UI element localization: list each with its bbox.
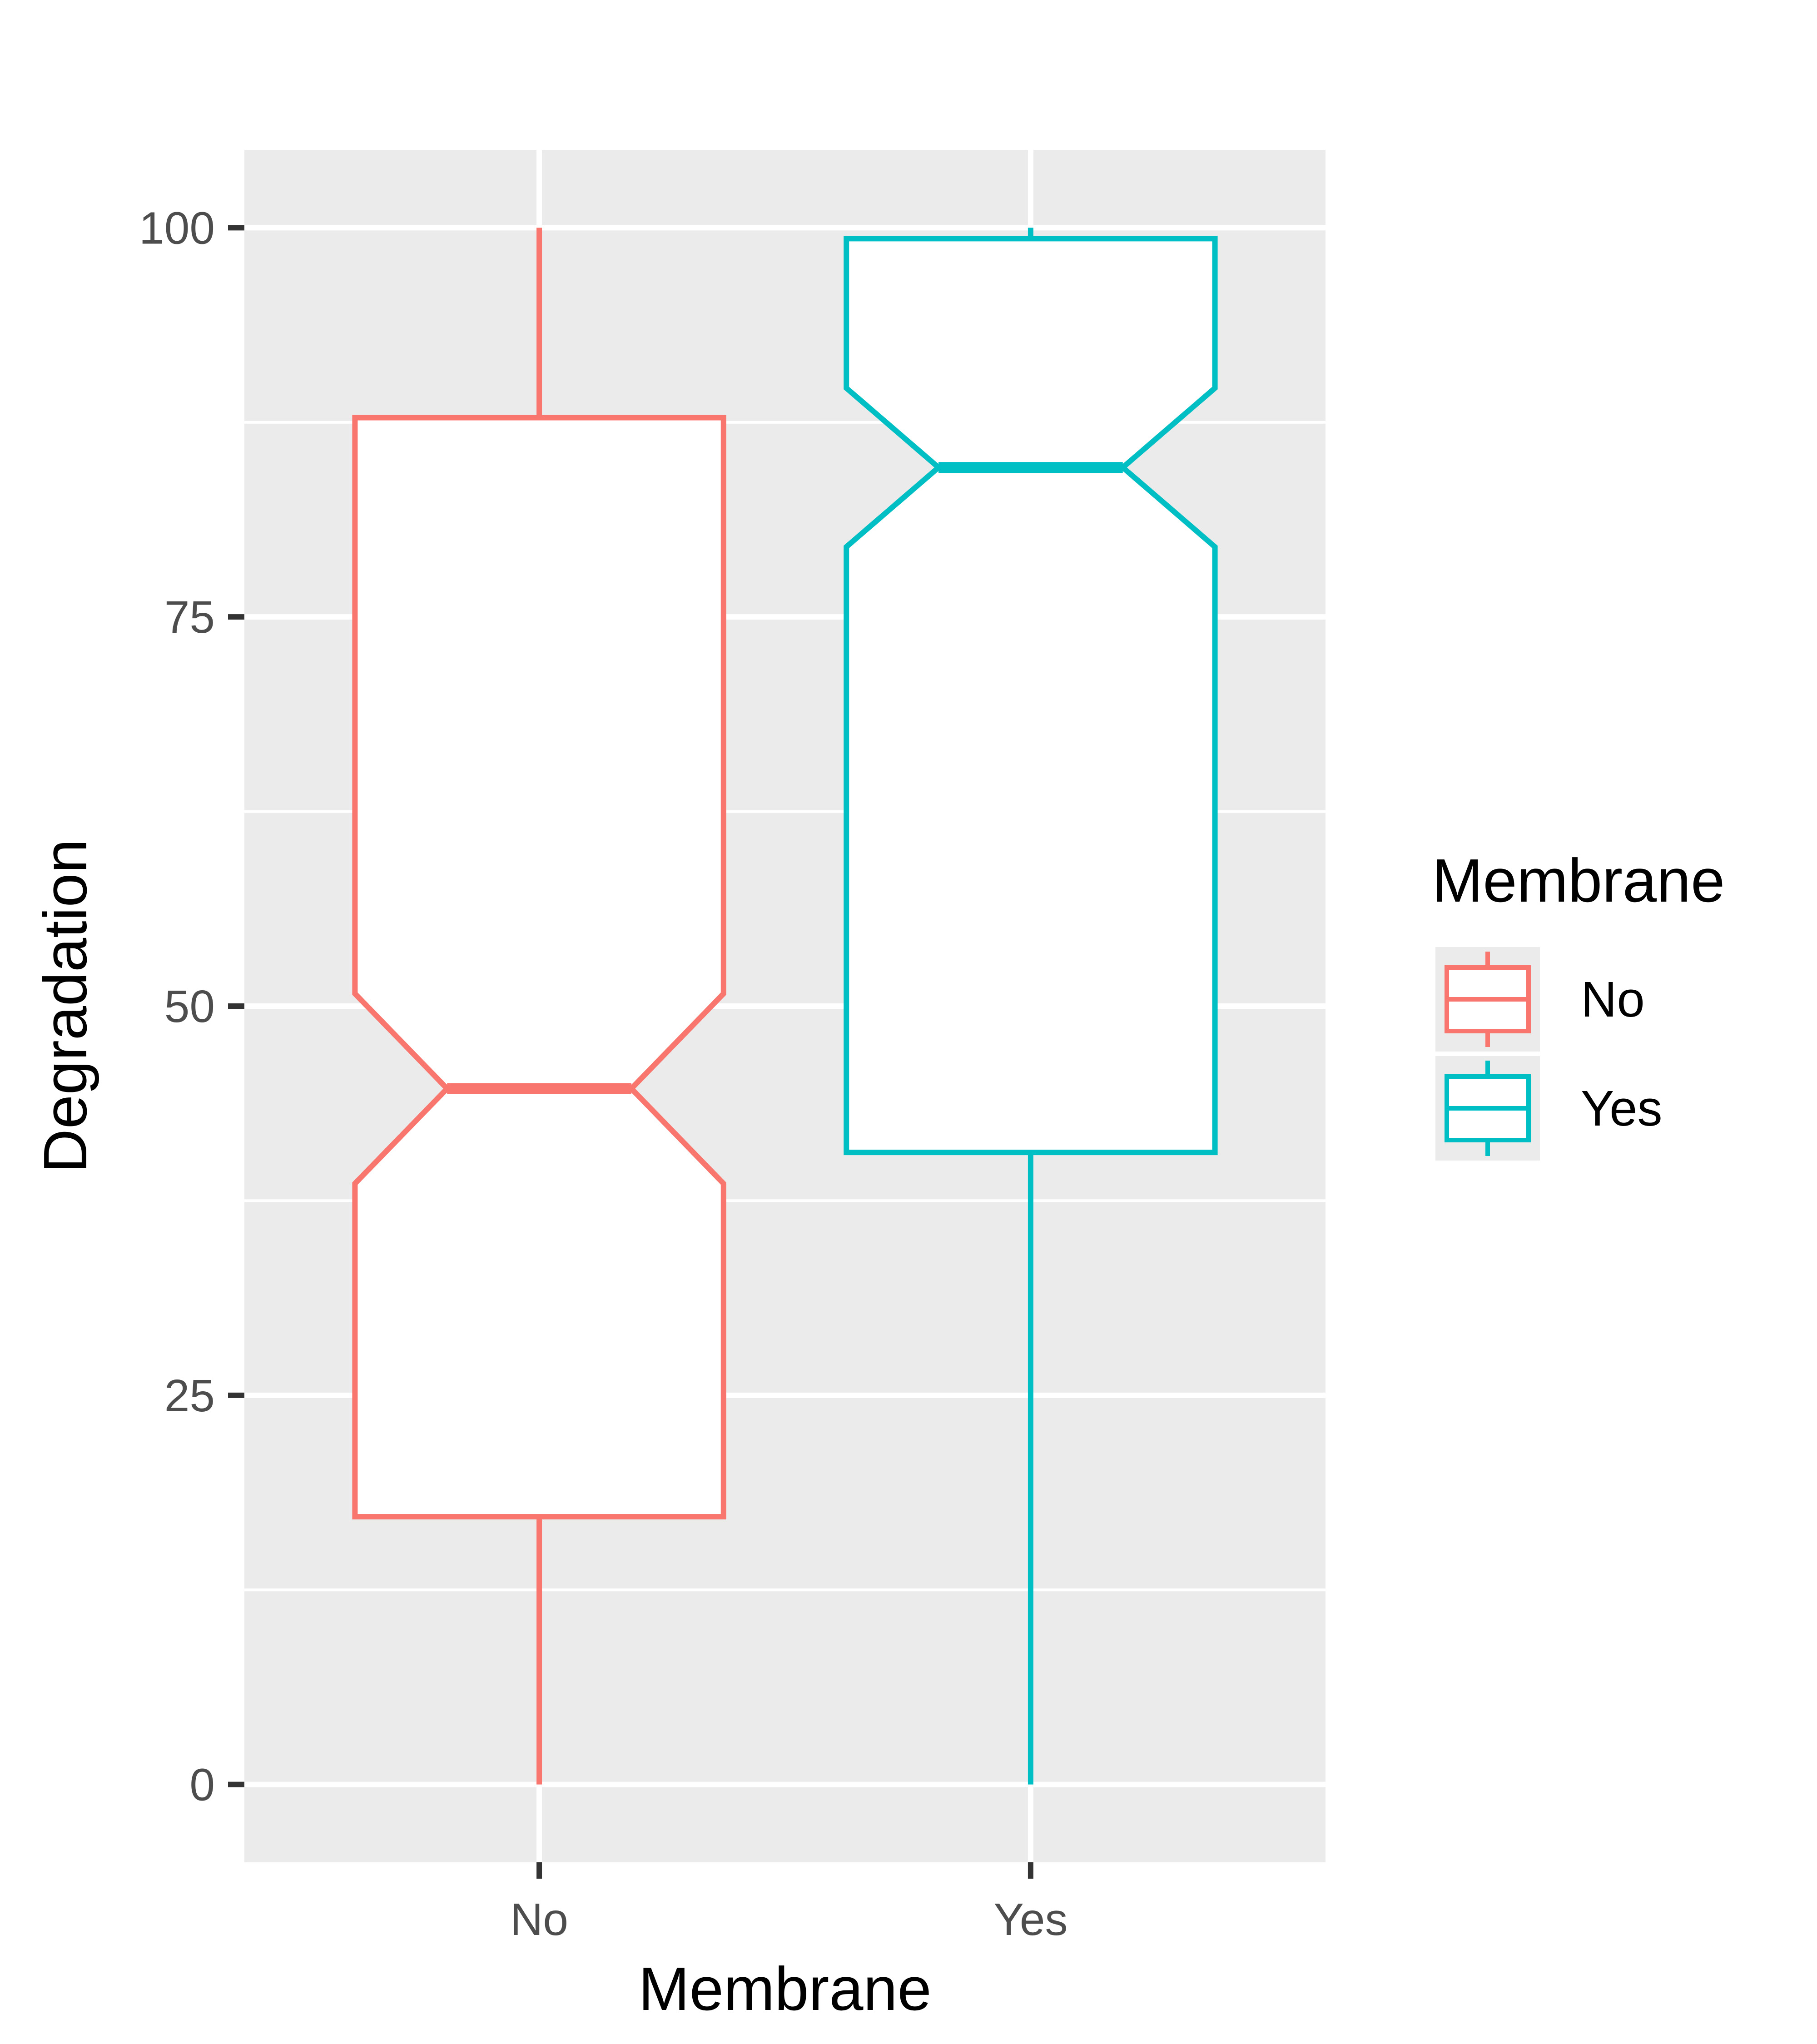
legend-title: Membrane xyxy=(1432,846,1725,915)
y-tick-label: 50 xyxy=(164,981,215,1032)
box-yes xyxy=(844,228,1218,1785)
legend: Membrane No Yes xyxy=(1432,846,1725,1161)
x-tick-label: No xyxy=(510,1894,568,1945)
y-tick-label: 75 xyxy=(164,592,215,643)
box-body xyxy=(844,236,1218,1156)
y-tick-label: 25 xyxy=(164,1370,215,1421)
y-tick-label: 0 xyxy=(189,1760,215,1811)
legend-key-yes: Yes xyxy=(1435,1056,1662,1161)
boxplots xyxy=(352,228,1218,1785)
legend-keys: No Yes xyxy=(1435,947,1662,1161)
box-body xyxy=(352,415,726,1520)
y-tick-label: 100 xyxy=(139,203,215,253)
y-axis-title: Degradation xyxy=(31,839,99,1173)
legend-label: Yes xyxy=(1581,1081,1662,1136)
x-tick-label: Yes xyxy=(993,1894,1067,1945)
box-no xyxy=(352,228,726,1785)
legend-label: No xyxy=(1581,972,1645,1027)
y-axis: 0 25 50 75 100 xyxy=(139,203,244,1811)
x-axis: No Yes xyxy=(510,1862,1067,1945)
legend-key-no: No xyxy=(1435,947,1645,1052)
x-axis-title: Membrane xyxy=(638,1955,931,2023)
